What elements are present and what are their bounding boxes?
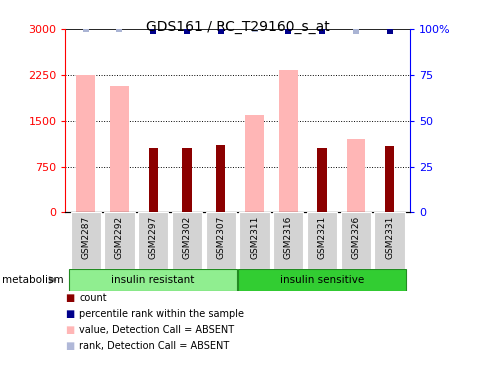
Bar bbox=[245, 115, 263, 212]
Text: GSM2307: GSM2307 bbox=[216, 216, 225, 259]
Text: GSM2331: GSM2331 bbox=[384, 216, 393, 259]
Text: GSM2287: GSM2287 bbox=[81, 216, 90, 259]
Text: GSM2302: GSM2302 bbox=[182, 216, 191, 259]
Bar bbox=[384, 146, 393, 212]
Text: count: count bbox=[79, 293, 106, 303]
Text: value, Detection Call = ABSENT: value, Detection Call = ABSENT bbox=[79, 325, 234, 335]
Text: GSM2311: GSM2311 bbox=[250, 216, 258, 259]
Text: GSM2292: GSM2292 bbox=[115, 216, 124, 259]
Bar bbox=[215, 145, 225, 212]
Bar bbox=[239, 212, 269, 269]
Bar bbox=[76, 75, 95, 212]
Bar bbox=[306, 212, 336, 269]
Bar bbox=[278, 70, 297, 212]
Bar bbox=[69, 269, 237, 291]
Bar bbox=[138, 212, 168, 269]
Text: percentile rank within the sample: percentile rank within the sample bbox=[79, 309, 243, 319]
Bar bbox=[182, 147, 191, 212]
Text: insulin resistant: insulin resistant bbox=[111, 275, 194, 285]
Bar bbox=[104, 212, 135, 269]
Text: GSM2316: GSM2316 bbox=[283, 216, 292, 259]
Bar bbox=[340, 212, 370, 269]
Text: ■: ■ bbox=[65, 293, 75, 303]
Text: ■: ■ bbox=[65, 340, 75, 351]
Bar bbox=[70, 212, 101, 269]
Bar bbox=[148, 148, 158, 212]
Text: ■: ■ bbox=[65, 309, 75, 319]
Text: insulin sensitive: insulin sensitive bbox=[280, 275, 364, 285]
Bar bbox=[374, 212, 404, 269]
Bar bbox=[238, 269, 406, 291]
Bar bbox=[171, 212, 202, 269]
Text: metabolism: metabolism bbox=[2, 275, 64, 285]
Text: GSM2321: GSM2321 bbox=[317, 216, 326, 259]
Text: GSM2326: GSM2326 bbox=[350, 216, 360, 259]
Bar bbox=[205, 212, 236, 269]
Bar bbox=[317, 148, 326, 212]
Bar bbox=[110, 86, 129, 212]
Text: GSM2297: GSM2297 bbox=[149, 216, 157, 259]
Bar bbox=[272, 212, 303, 269]
Text: rank, Detection Call = ABSENT: rank, Detection Call = ABSENT bbox=[79, 340, 229, 351]
Bar bbox=[346, 139, 364, 212]
Text: ■: ■ bbox=[65, 325, 75, 335]
Text: GDS161 / RC_T29160_s_at: GDS161 / RC_T29160_s_at bbox=[146, 20, 329, 34]
